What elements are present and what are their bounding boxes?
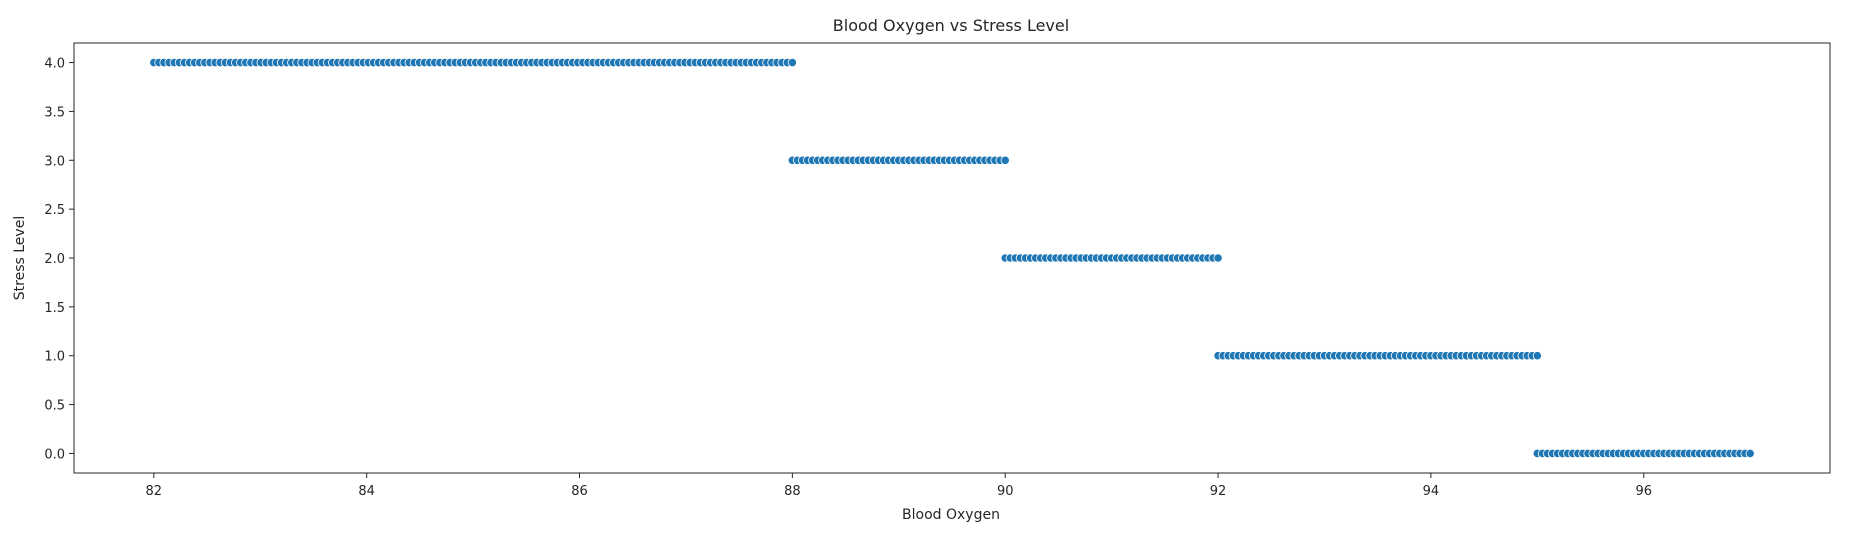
x-axis-label: Blood Oxygen (902, 507, 1000, 523)
data-point (1213, 253, 1223, 263)
y-tick-label: 3.5 (44, 105, 65, 120)
y-tick-label: 0.0 (44, 447, 65, 462)
x-tick-label: 90 (997, 484, 1014, 499)
x-axis-ticks: 82 84 86 88 90 92 94 96 (146, 473, 1652, 499)
y-tick-label: 4.0 (44, 57, 65, 72)
data-points (149, 57, 1755, 459)
y-tick-label: 0.5 (44, 399, 65, 414)
x-tick-label: 96 (1635, 484, 1652, 499)
y-axis-ticks: 0.0 0.5 1.0 1.5 2.0 2.5 3.0 3.5 4.0 (44, 57, 74, 462)
y-tick-label: 1.0 (44, 350, 65, 365)
y-tick-label: 3.0 (44, 154, 65, 169)
data-point (1532, 351, 1542, 361)
y-axis-label: Stress Level (12, 216, 28, 300)
y-tick-label: 2.0 (44, 252, 65, 267)
data-point (1745, 448, 1755, 459)
plot-frame (73, 42, 1831, 474)
x-tick-label: 94 (1423, 484, 1440, 499)
data-point (787, 57, 797, 68)
x-tick-label: 92 (1210, 484, 1227, 499)
data-point (1000, 155, 1010, 165)
chart-title: Blood Oxygen vs Stress Level (833, 16, 1069, 35)
x-tick-label: 84 (358, 484, 375, 499)
x-tick-label: 86 (571, 484, 588, 499)
y-tick-label: 2.5 (44, 203, 65, 218)
x-tick-label: 82 (146, 484, 163, 499)
x-tick-label: 88 (784, 484, 801, 499)
y-tick-label: 1.5 (44, 301, 65, 316)
